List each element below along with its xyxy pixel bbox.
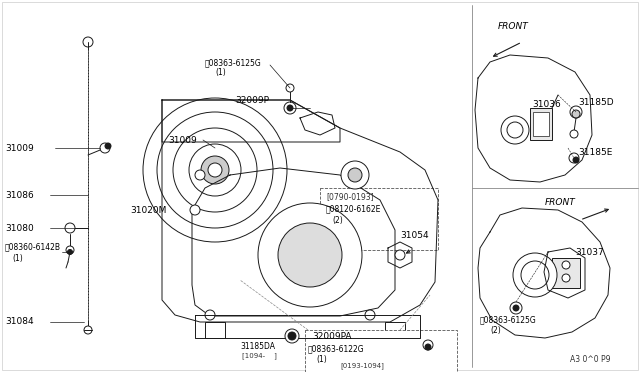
Circle shape <box>570 130 578 138</box>
Circle shape <box>143 98 287 242</box>
Circle shape <box>286 84 294 92</box>
Circle shape <box>348 168 362 182</box>
Circle shape <box>285 329 299 343</box>
Text: [1094-    ]: [1094- ] <box>242 352 277 359</box>
Text: (2): (2) <box>332 216 343 225</box>
Text: (1): (1) <box>316 355 327 364</box>
Text: 31185D: 31185D <box>578 98 614 107</box>
Circle shape <box>287 105 293 111</box>
Circle shape <box>105 143 111 149</box>
Circle shape <box>570 106 582 118</box>
Circle shape <box>173 128 257 212</box>
Text: 32009P: 32009P <box>235 96 269 105</box>
Circle shape <box>284 102 296 114</box>
Circle shape <box>84 326 92 334</box>
Circle shape <box>190 205 200 215</box>
Text: 31009: 31009 <box>5 144 34 153</box>
Circle shape <box>195 170 205 180</box>
Text: Ⓑ08120-6162E: Ⓑ08120-6162E <box>326 204 381 213</box>
Text: 31020M: 31020M <box>130 205 166 215</box>
Bar <box>385 322 405 338</box>
Bar <box>320 188 438 250</box>
Text: 31185DA: 31185DA <box>240 342 275 351</box>
Circle shape <box>425 344 431 350</box>
Circle shape <box>562 261 570 269</box>
Text: Ⓢ08360-6142B: Ⓢ08360-6142B <box>5 242 61 251</box>
Circle shape <box>157 112 273 228</box>
Circle shape <box>258 203 362 307</box>
Circle shape <box>569 153 579 163</box>
Text: A3 0^0 P9: A3 0^0 P9 <box>570 355 611 364</box>
Bar <box>552 258 580 288</box>
Bar <box>530 108 552 140</box>
Circle shape <box>513 253 557 297</box>
Bar <box>305 330 457 372</box>
Text: [0790-0193]: [0790-0193] <box>326 192 374 201</box>
Bar <box>205 322 225 338</box>
Circle shape <box>100 143 110 153</box>
Circle shape <box>573 157 579 163</box>
Circle shape <box>208 163 222 177</box>
Text: (1): (1) <box>12 254 23 263</box>
Circle shape <box>521 261 549 289</box>
Circle shape <box>510 302 522 314</box>
Circle shape <box>562 274 570 282</box>
Circle shape <box>341 161 369 189</box>
Circle shape <box>66 246 74 254</box>
Text: 31037: 31037 <box>575 248 604 257</box>
Bar <box>533 112 549 136</box>
Circle shape <box>507 122 523 138</box>
Circle shape <box>288 332 296 340</box>
Text: 32009PA: 32009PA <box>312 332 351 341</box>
Text: FRONT: FRONT <box>498 22 529 31</box>
Text: 31080: 31080 <box>5 224 34 232</box>
Circle shape <box>513 305 519 311</box>
Text: Ⓢ08363-6125G: Ⓢ08363-6125G <box>480 315 537 324</box>
Circle shape <box>205 310 215 320</box>
Text: 31086: 31086 <box>5 190 34 199</box>
Text: 31185E: 31185E <box>578 148 612 157</box>
Circle shape <box>189 144 241 196</box>
Text: (2): (2) <box>490 326 500 335</box>
Text: [0193-1094]: [0193-1094] <box>340 362 384 369</box>
Circle shape <box>395 250 405 260</box>
Text: 31036: 31036 <box>532 100 561 109</box>
Circle shape <box>365 310 375 320</box>
Text: 31054: 31054 <box>400 231 429 240</box>
Circle shape <box>67 250 72 254</box>
Circle shape <box>423 340 433 350</box>
Text: (1): (1) <box>215 68 226 77</box>
Circle shape <box>572 110 580 118</box>
Text: 31009: 31009 <box>168 135 196 144</box>
Text: Ⓢ08363-6125G: Ⓢ08363-6125G <box>205 58 262 67</box>
Text: FRONT: FRONT <box>545 198 576 207</box>
Text: 31084: 31084 <box>5 317 34 327</box>
Circle shape <box>278 223 342 287</box>
Text: Ⓢ08363-6122G: Ⓢ08363-6122G <box>308 344 365 353</box>
Circle shape <box>65 223 75 233</box>
Circle shape <box>201 156 229 184</box>
Circle shape <box>501 116 529 144</box>
